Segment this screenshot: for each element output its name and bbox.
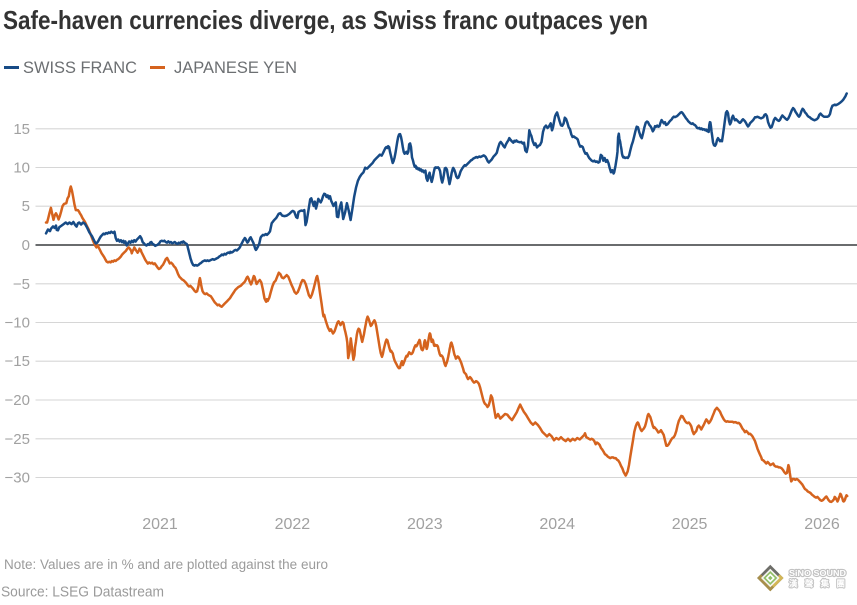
svg-text:Safe-haven currencies diverge,: Safe-haven currencies diverge, as Swiss … [3, 5, 648, 35]
svg-text:2025: 2025 [672, 516, 708, 533]
svg-text:2024: 2024 [539, 516, 575, 533]
svg-text:10: 10 [13, 160, 30, 177]
svg-text:−30: −30 [5, 470, 30, 487]
svg-text:−10: −10 [5, 315, 30, 332]
svg-text:2023: 2023 [407, 516, 443, 533]
svg-text:SiNO SOUND: SiNO SOUND [789, 568, 846, 578]
svg-text:JAPANESE YEN: JAPANESE YEN [174, 59, 297, 77]
svg-text:2022: 2022 [275, 516, 311, 533]
svg-text:−25: −25 [5, 431, 30, 448]
svg-text:SWISS FRANC: SWISS FRANC [23, 59, 137, 77]
svg-text:−20: −20 [5, 392, 30, 409]
svg-text:15: 15 [13, 121, 30, 138]
svg-text:0: 0 [22, 237, 30, 254]
svg-text:−5: −5 [13, 276, 30, 293]
svg-text:5: 5 [22, 198, 30, 215]
svg-text:−15: −15 [5, 353, 30, 370]
svg-text:2026: 2026 [804, 516, 840, 533]
svg-text:Source: LSEG Datastream: Source: LSEG Datastream [1, 584, 164, 601]
svg-text:Note: Values are in % and are: Note: Values are in % and are plotted ag… [4, 557, 328, 572]
svg-text:2021: 2021 [142, 516, 178, 533]
